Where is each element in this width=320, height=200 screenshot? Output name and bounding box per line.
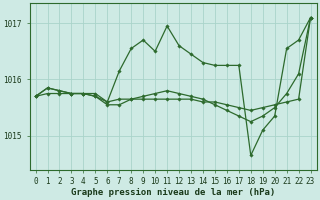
X-axis label: Graphe pression niveau de la mer (hPa): Graphe pression niveau de la mer (hPa) [71,188,275,197]
